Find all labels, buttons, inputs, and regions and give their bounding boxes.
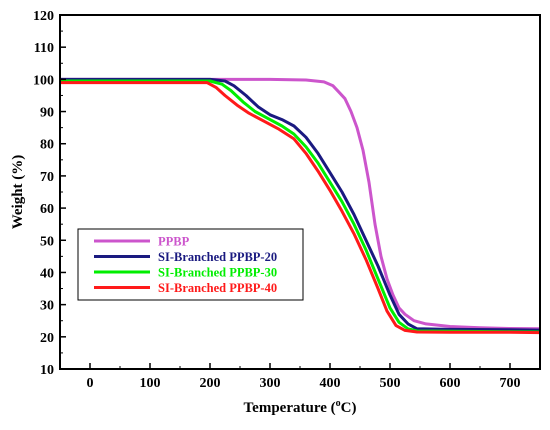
x-axis-title: Temperature (oC): [244, 398, 357, 416]
y-tick-label: 110: [34, 41, 54, 56]
series-line-4: [60, 81, 541, 335]
x-tick-label: 300: [260, 376, 281, 391]
y-tick-label: 30: [40, 299, 54, 314]
y-tick-label: 70: [40, 170, 54, 185]
x-tick-label: 400: [320, 376, 341, 391]
series-line-3: [60, 79, 541, 334]
legend-label-2: SI-Branched PPBP-20: [158, 250, 277, 264]
series-line-2: [60, 77, 541, 332]
x-tick-label: 100: [140, 376, 161, 391]
x-tick-label: 200: [200, 376, 221, 391]
y-axis-ticks: 10 20 30 40 50 60 70 80 90 100 110 120: [33, 9, 66, 378]
plot-frame: [59, 14, 541, 370]
y-tick-label: 60: [40, 202, 54, 217]
y-tick-label: 120: [33, 9, 54, 24]
y-tick-label: 100: [33, 73, 54, 88]
series-line-1: [60, 77, 541, 331]
x-axis-title-main: Temperature (: [244, 400, 336, 416]
x-tick-label: 600: [440, 376, 461, 391]
x-axis-ticks: 0 100 200 300 400 500 600 700: [59, 363, 541, 391]
x-axis-title-tail: C): [341, 400, 357, 416]
y-axis-title: Weight (%): [10, 155, 26, 230]
y-tick-label: 50: [40, 234, 54, 249]
x-axis-title-superscript: o: [336, 398, 341, 409]
x-tick-label: 0: [87, 376, 94, 391]
y-tick-label: 90: [40, 106, 54, 121]
x-tick-label: 700: [500, 376, 521, 391]
legend-label-1: PPBP: [158, 235, 190, 249]
legend-label-3: SI-Branched PPBP-30: [158, 266, 277, 280]
series-lines: [60, 77, 541, 335]
y-tick-label: 20: [40, 331, 54, 346]
legend-label-4: SI-Branched PPBP-40: [158, 281, 277, 295]
y-tick-label: 40: [40, 266, 54, 281]
y-tick-label: 80: [40, 138, 54, 153]
y-tick-label: 10: [40, 363, 54, 378]
x-tick-label: 500: [380, 376, 401, 391]
